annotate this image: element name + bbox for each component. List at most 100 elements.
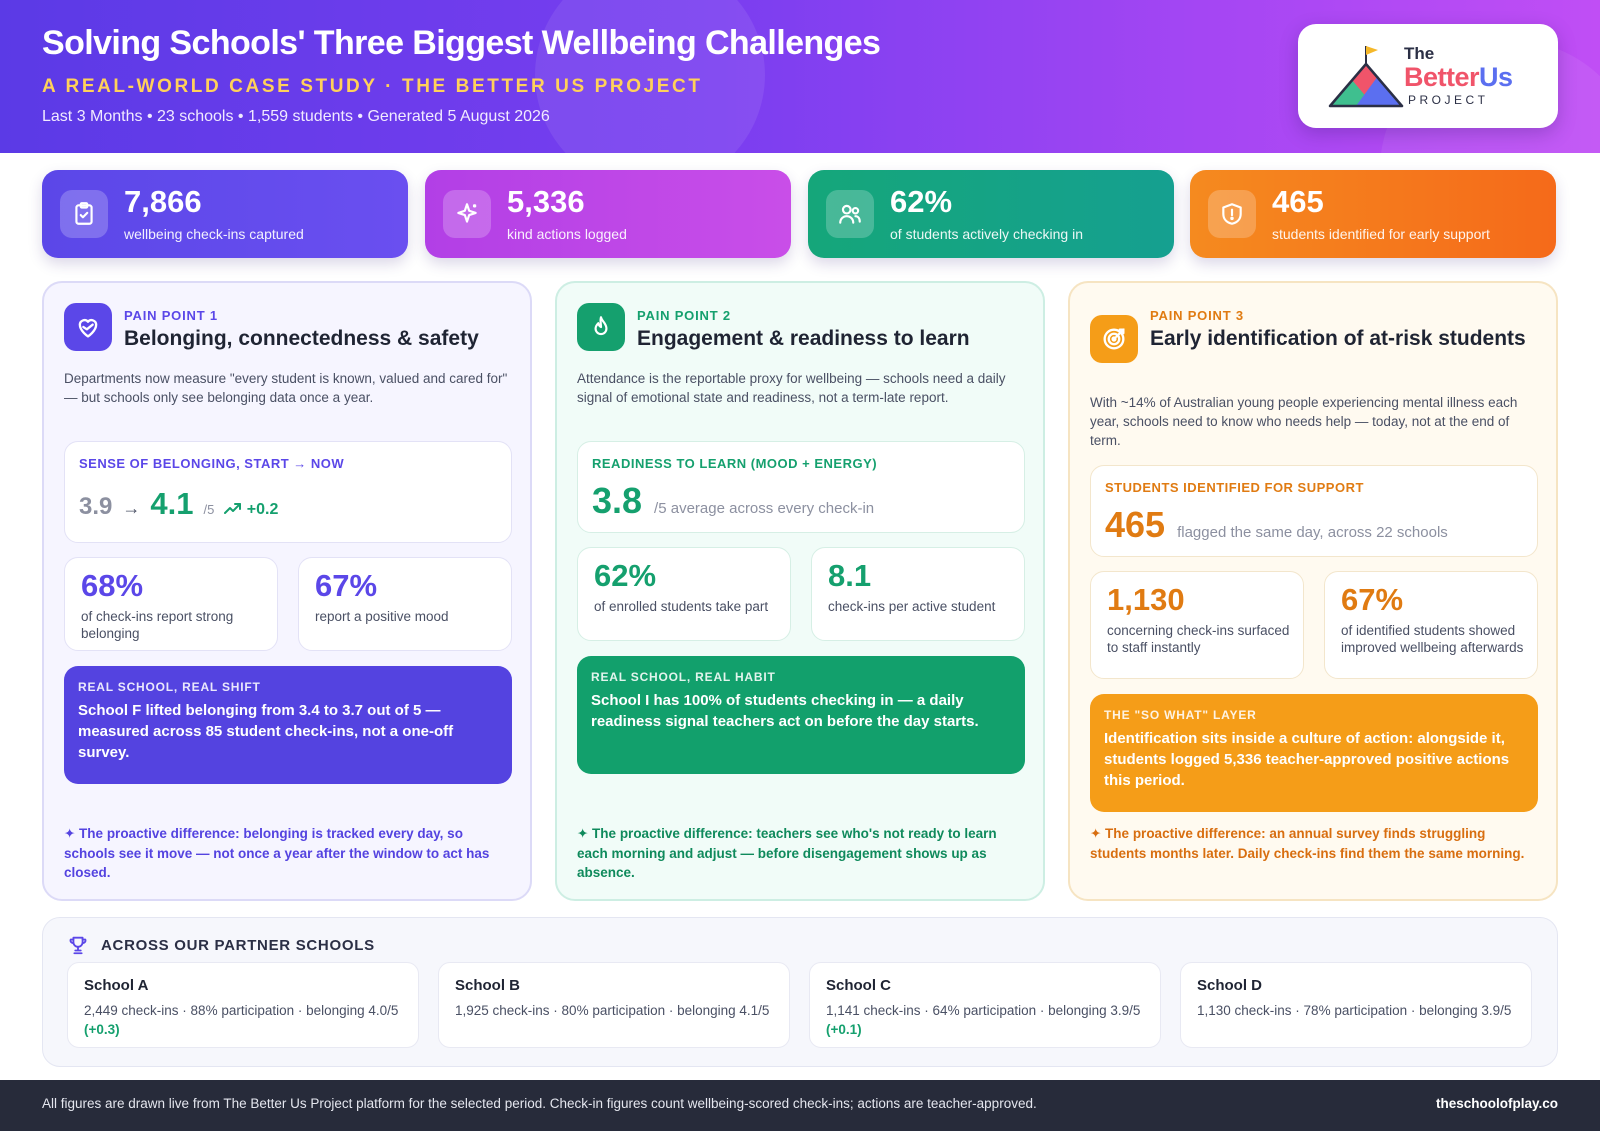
target-icon (1090, 315, 1138, 363)
pain-point-description: With ~14% of Australian young people exp… (1090, 395, 1518, 448)
pain-point-panel-early-identification: PAIN POINT 3 Early identification of at-… (1068, 281, 1558, 901)
mini-stat-card: 1,130 concerning check-ins surfaced to s… (1090, 571, 1304, 679)
mini-stat-label: of identified students showed improved w… (1341, 623, 1524, 655)
belonging-delta: (+0.3) (84, 1022, 120, 1037)
report-meta: Last 3 Months • 23 schools • 1,559 stude… (42, 108, 550, 125)
sparkle-icon (443, 190, 491, 238)
school-name: School C (826, 977, 892, 994)
footer: All figures are drawn live from The Bett… (0, 1080, 1600, 1131)
school-card-a: School A 2,449 check-ins · 88% participa… (67, 962, 419, 1048)
mini-stat-card: 8.1 check-ins per active student (811, 547, 1025, 641)
belonging-metric-box: SENSE OF BELONGING, START → NOW 3.9 → 4.… (64, 441, 512, 543)
belonging-change: 3.9 → 4.1 /5 +0.2 (79, 486, 278, 522)
school-card-b: School B 1,925 check-ins · 80% participa… (438, 962, 790, 1048)
callout-body: Identification sits inside a culture of … (1104, 730, 1510, 789)
school-detail: 2,449 check-ins · 88% participation · be… (84, 1003, 399, 1037)
mini-stat-label: of check-ins report strong belonging (81, 609, 234, 641)
stat-card-participation: 62% of students actively checking in (808, 170, 1174, 258)
stat-value: 465 (1272, 184, 1324, 219)
clipboard-check-icon (60, 190, 108, 238)
support-metric-box: STUDENTS IDENTIFIED FOR SUPPORT 465 flag… (1090, 465, 1538, 557)
logo-card: The BetterUs PROJECT (1298, 24, 1558, 128)
callout-body: School F lifted belonging from 3.4 to 3.… (78, 702, 454, 761)
mountain-flag-icon (1328, 46, 1404, 108)
callout-body: School I has 100% of students checking i… (591, 692, 979, 730)
school-detail: 1,130 check-ins · 78% participation · be… (1197, 1003, 1512, 1018)
pain-point-title: Early identification of at-risk students (1150, 327, 1526, 350)
case-callout: REAL SCHOOL, REAL SHIFT School F lifted … (64, 666, 512, 784)
pain-point-tag: PAIN POINT 3 (1150, 308, 1244, 323)
footer-website-link[interactable]: theschoolofplay.co (1435, 1096, 1558, 1111)
page-title: Solving Schools' Three Biggest Wellbeing… (42, 24, 881, 62)
support-sub: flagged the same day, across 22 schools (1177, 524, 1448, 541)
callout-title: REAL SCHOOL, REAL SHIFT (78, 680, 261, 694)
logo-text-betterus: BetterUs (1404, 62, 1513, 92)
support-value: 465 (1105, 504, 1166, 545)
mini-stat-value: 62% (594, 558, 657, 593)
heart-hands-icon (64, 303, 112, 351)
mini-stat-value: 67% (1341, 582, 1404, 617)
school-detail: 1,925 check-ins · 80% participation · be… (455, 1003, 770, 1018)
case-callout: THE "SO WHAT" LAYER Identification sits … (1090, 694, 1538, 812)
shield-alert-icon (1208, 190, 1256, 238)
trophy-icon (69, 936, 87, 955)
proactive-difference-note: ✦ The proactive difference: teachers see… (577, 826, 997, 880)
stat-label: wellbeing check-ins captured (124, 226, 304, 242)
callout-title: REAL SCHOOL, REAL HABIT (591, 670, 776, 684)
school-name: School B (455, 977, 521, 994)
footer-disclaimer: All figures are drawn live from The Bett… (42, 1096, 1037, 1111)
partners-title: ACROSS OUR PARTNER SCHOOLS (101, 936, 375, 954)
trend-up-icon (224, 503, 242, 514)
belonging-delta: (+0.1) (826, 1022, 862, 1037)
stat-value: 7,866 (124, 184, 202, 219)
pain-point-tag: PAIN POINT 2 (637, 308, 731, 323)
flame-icon (577, 303, 625, 351)
callout-title: THE "SO WHAT" LAYER (1104, 708, 1257, 722)
logo-text-project: PROJECT (1408, 93, 1489, 107)
mini-stat-label: report a positive mood (315, 609, 449, 624)
pain-point-title: Belonging, connectedness & safety (124, 327, 479, 350)
mini-stat-label: concerning check-ins surfaced to staff i… (1107, 623, 1290, 655)
decorative-circle (535, 0, 765, 153)
pain-point-title: Engagement & readiness to learn (637, 327, 970, 350)
metric-label: SENSE OF BELONGING, START → NOW (79, 456, 345, 471)
mini-stat-card: 62% of enrolled students take part (577, 547, 791, 641)
stat-label: of students actively checking in (890, 226, 1083, 242)
arrow-right-icon: → (122, 498, 141, 518)
school-name: School D (1197, 977, 1263, 994)
partner-schools-section: ACROSS OUR PARTNER SCHOOLS School A 2,44… (42, 917, 1558, 1067)
belonging-now-value: 4.1 (150, 486, 194, 521)
mini-stat-value: 1,130 (1107, 582, 1185, 617)
mini-stat-card: 68% of check-ins report strong belonging (64, 557, 278, 651)
users-icon (826, 190, 874, 238)
readiness-metric-box: READINESS TO LEARN (MOOD + ENERGY) 3.8 /… (577, 441, 1025, 533)
mini-stat-label: of enrolled students take part (594, 599, 769, 614)
mini-stat-label: check-ins per active student (828, 599, 996, 614)
school-name: School A (84, 977, 149, 994)
pain-point-tag: PAIN POINT 1 (124, 308, 218, 323)
school-card-d: School D 1,130 check-ins · 78% participa… (1180, 962, 1532, 1048)
proactive-difference-note: ✦ The proactive difference: belonging is… (64, 826, 490, 880)
scale-suffix: /5 (203, 502, 215, 517)
case-callout: REAL SCHOOL, REAL HABIT School I has 100… (577, 656, 1025, 774)
readiness-value: 3.8 (592, 480, 643, 521)
stat-card-checkins: 7,866 wellbeing check-ins captured (42, 170, 408, 258)
stat-label: students identified for early support (1272, 226, 1490, 242)
stat-value: 5,336 (507, 184, 585, 219)
mini-stat-value: 67% (315, 568, 378, 603)
pain-point-description: Attendance is the reportable proxy for w… (577, 371, 1006, 405)
pain-point-description: Departments now measure "every student i… (64, 371, 508, 405)
mini-stat-card: 67% of identified students showed improv… (1324, 571, 1538, 679)
header-banner: Solving Schools' Three Biggest Wellbeing… (0, 0, 1600, 153)
stat-card-early-support: 465 students identified for early suppor… (1190, 170, 1556, 258)
metric-label: READINESS TO LEARN (MOOD + ENERGY) (592, 456, 878, 471)
pain-point-panel-belonging: PAIN POINT 1 Belonging, connectedness & … (42, 281, 532, 901)
stat-card-kind-actions: 5,336 kind actions logged (425, 170, 791, 258)
belonging-start-value: 3.9 (79, 493, 113, 520)
school-card-c: School C 1,141 check-ins · 64% participa… (809, 962, 1161, 1048)
pain-point-panel-engagement: PAIN POINT 2 Engagement & readiness to l… (555, 281, 1045, 901)
page-subtitle: A REAL-WORLD CASE STUDY · THE BETTER US … (42, 76, 703, 97)
stat-label: kind actions logged (507, 226, 627, 242)
mini-stat-card: 67% report a positive mood (298, 557, 512, 651)
proactive-difference-note: ✦ The proactive difference: an annual su… (1090, 826, 1525, 861)
